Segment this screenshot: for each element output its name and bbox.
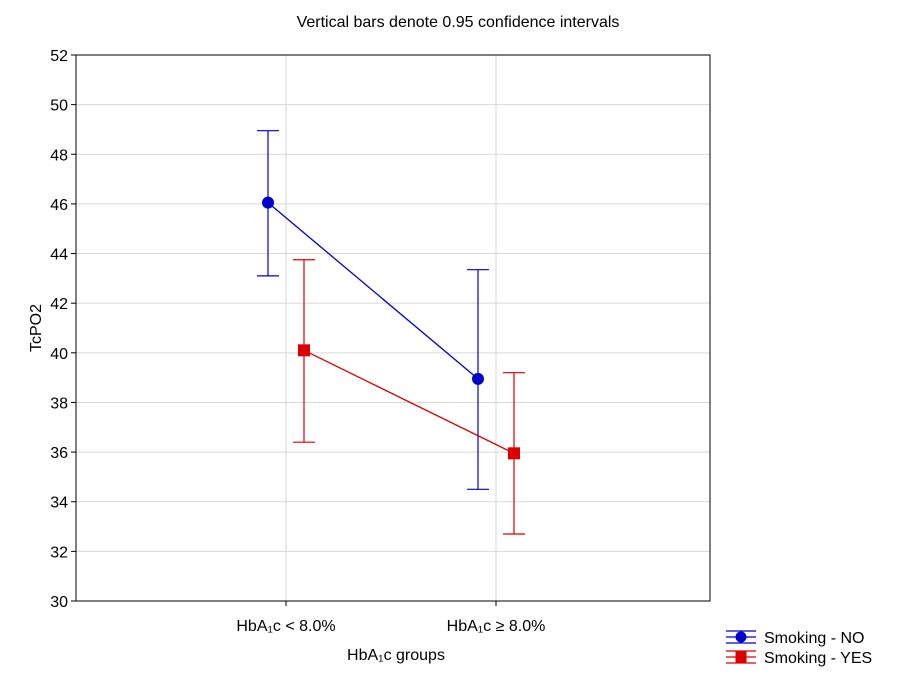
y-tick-label: 52 [50,48,68,65]
y-tick-label: 40 [50,346,68,363]
legend-marker-square [735,651,747,663]
chart-title: Vertical bars denote 0.95 confidence int… [297,14,620,31]
x-tick-label: HbA₁c < 8.0% [236,618,335,635]
y-tick-label: 36 [50,445,68,462]
y-tick-label: 42 [50,296,68,313]
data-point-circle [472,372,484,385]
data-point-square [298,344,310,357]
x-tick-label: HbA₁c ≥ 8.0% [447,618,546,635]
legend-marker-circle [735,631,747,643]
y-tick-label: 32 [50,544,68,561]
y-tick-label: 44 [50,247,68,264]
y-tick-label: 50 [50,98,68,115]
y-tick-label: 34 [50,495,68,512]
legend-label: Smoking - YES [764,650,872,667]
data-point-circle [262,196,274,209]
data-point-square [508,447,520,460]
series-line [303,349,515,454]
y-tick-label: 30 [50,594,68,611]
series-line [267,202,479,380]
legend-label: Smoking - NO [764,630,864,647]
x-axis-label: HbA₁c groups [347,647,445,664]
series-layer [257,130,525,535]
axes-layer: 30 32 34 36 38 40 42 44 46 48 50 52 HbA₁c < 8.0% HbA₁… [50,48,711,635]
plot-frame [75,54,711,602]
y-tick-label: 46 [50,197,68,214]
y-axis-label: TcPO2 [28,304,45,352]
legend: Smoking - NO Smoking - YES [726,630,872,667]
grid-layer [76,55,710,601]
y-tick-label: 38 [50,395,68,412]
y-tick-label: 48 [50,147,68,164]
